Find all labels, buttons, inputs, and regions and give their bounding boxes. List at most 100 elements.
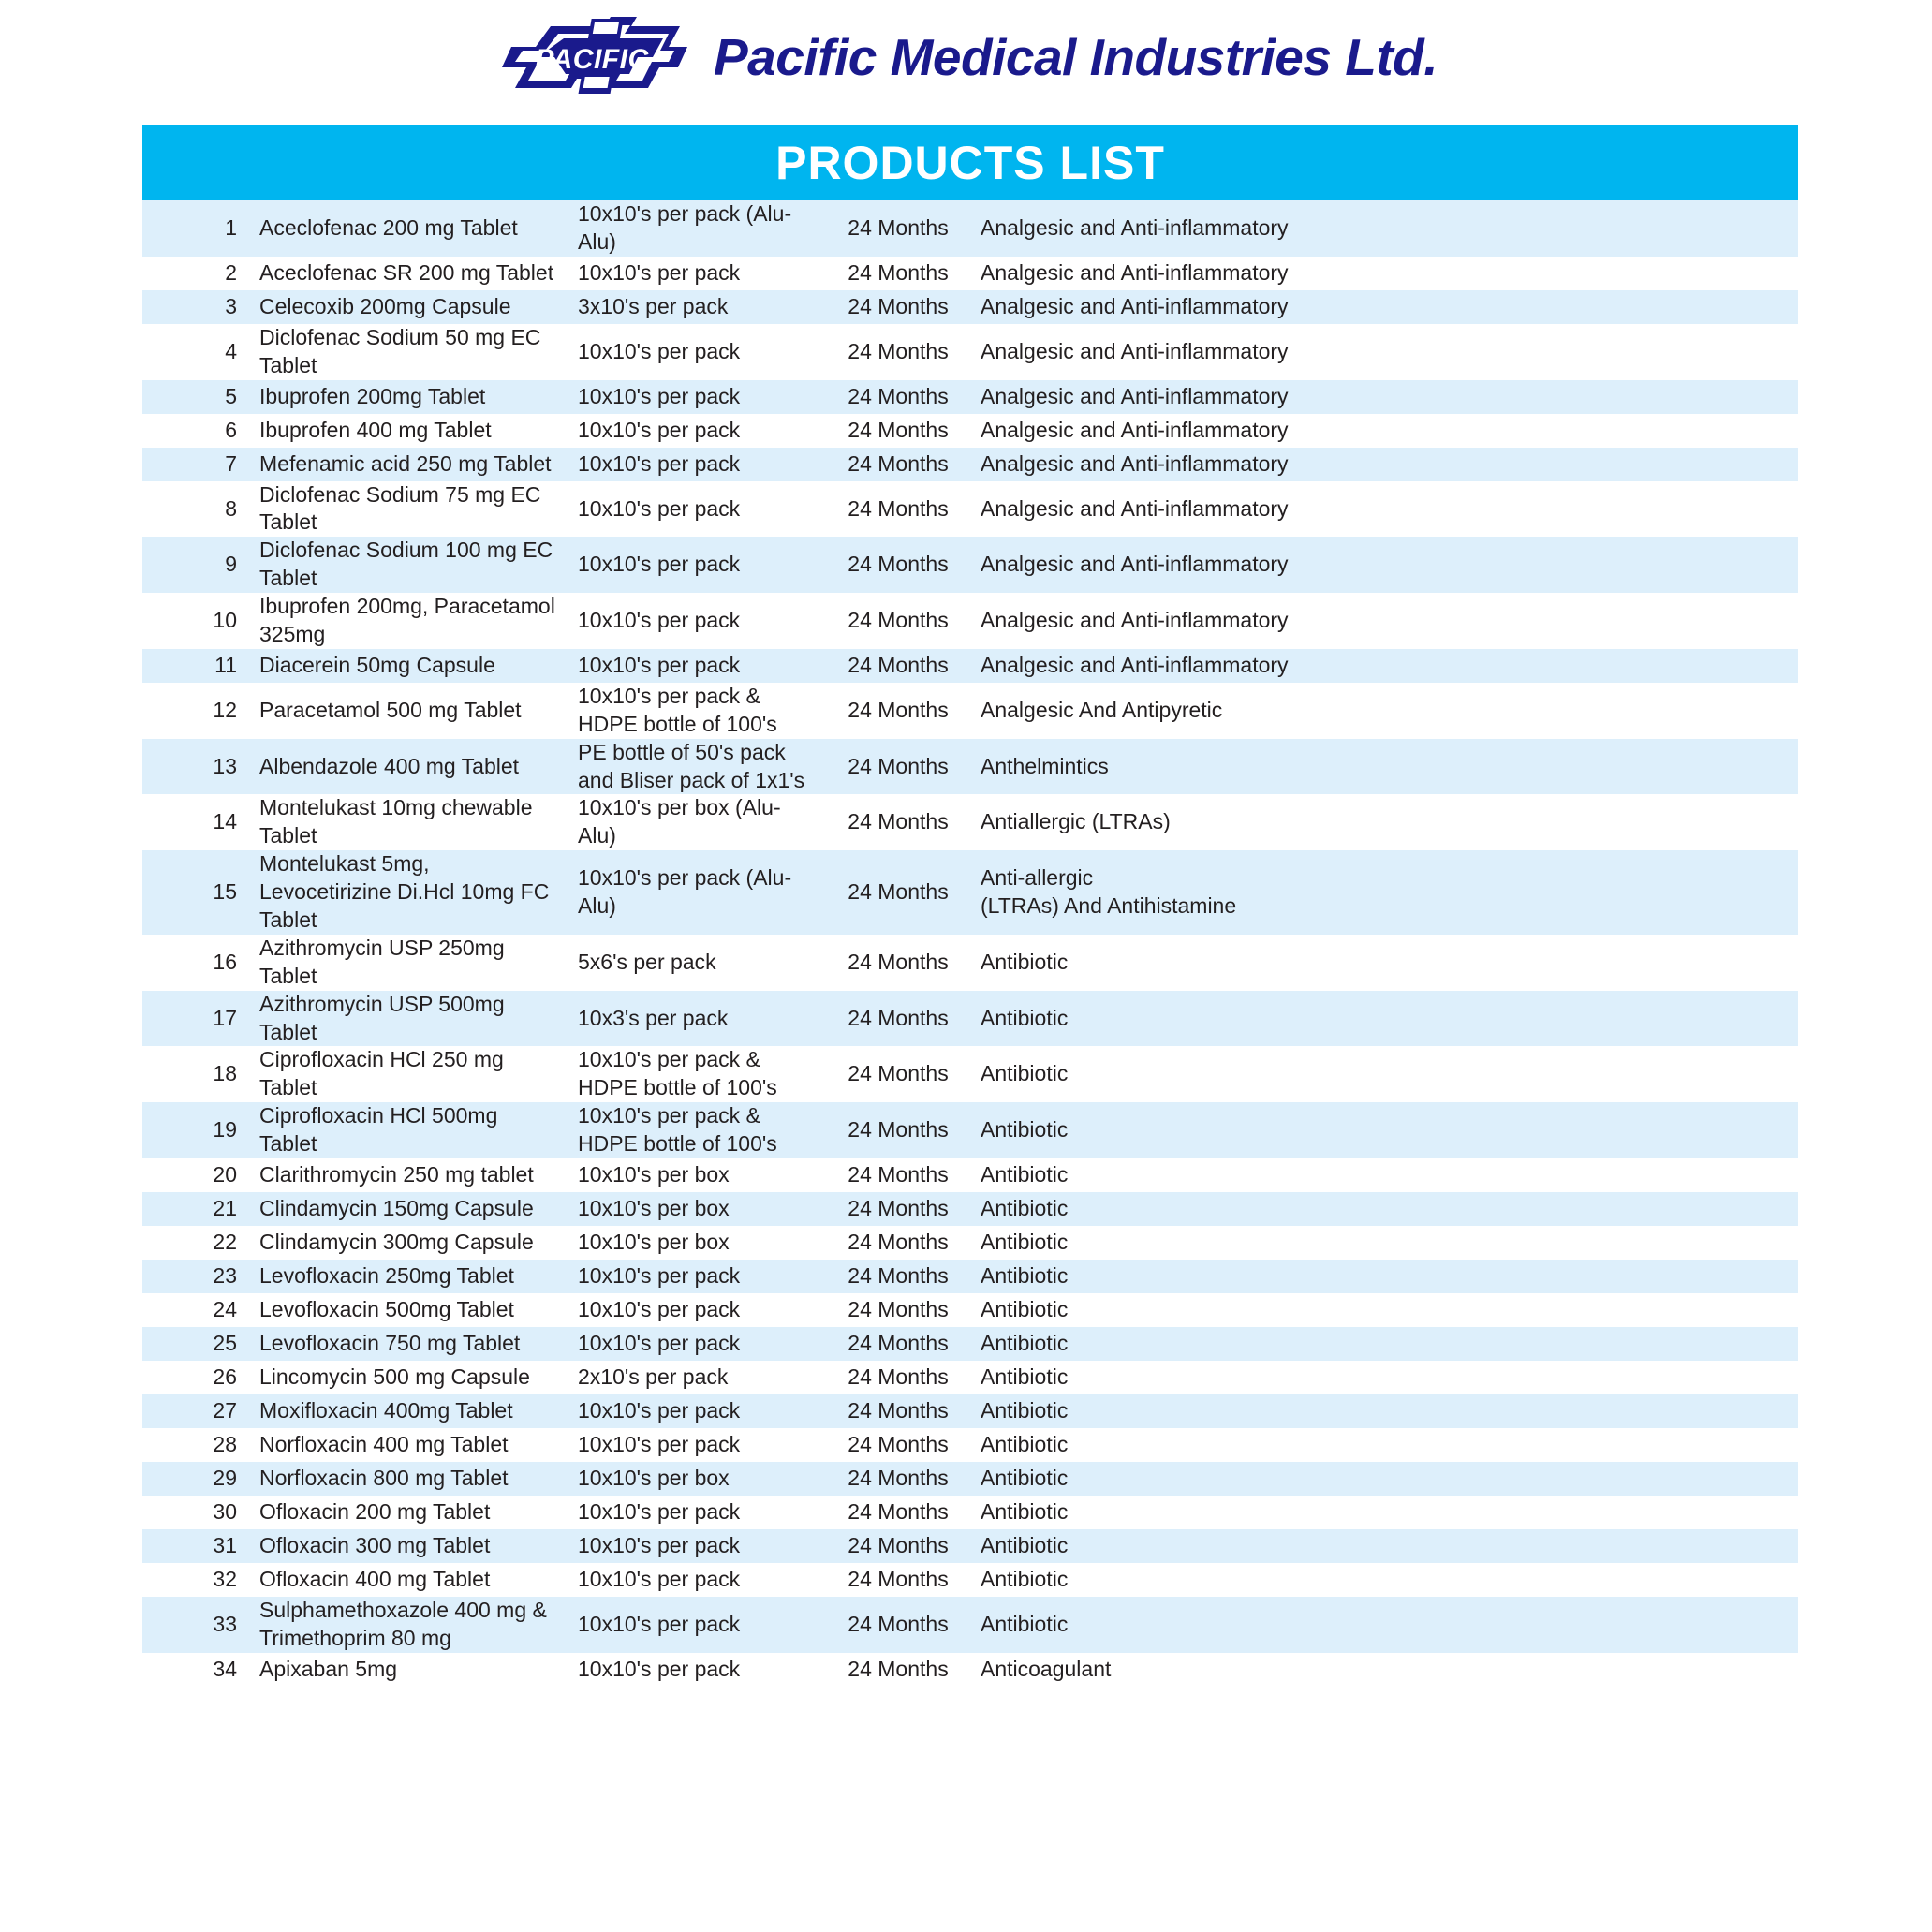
row-pack-size: 10x3's per pack xyxy=(567,990,827,1047)
row-number: 19 xyxy=(142,1102,248,1159)
row-number: 16 xyxy=(142,934,248,991)
row-category: Antibiotic xyxy=(969,1529,1798,1564)
row-product-name: Mefenamic acid 250 mg Tablet xyxy=(248,447,567,481)
row-shelf-life: 24 Months xyxy=(827,1652,969,1687)
row-category: Analgesic and Anti-inflammatory xyxy=(969,480,1798,538)
table-row: 34 Apixaban 5mg 10x10's per pack 24 Months A… xyxy=(142,1652,1798,1687)
row-shelf-life: 24 Months xyxy=(827,447,969,481)
row-number: 28 xyxy=(142,1428,248,1463)
row-product-name: Aceclofenac SR 200 mg Tablet xyxy=(248,256,567,290)
row-number: 1 xyxy=(142,200,248,257)
table-row: 17 Azithromycin USP 500mg Tablet 10x3's pe… xyxy=(142,990,1798,1047)
table-row: 8 Diclofenac Sodium 75 mg EC Tablet 10x10'… xyxy=(142,480,1798,538)
products-table: 1 Aceclofenac 200 mg Tablet 10x10's per pa… xyxy=(142,200,1798,1687)
table-row: 14 Montelukast 10mg chewable Tablet 10x10'… xyxy=(142,794,1798,851)
row-product-name: Ofloxacin 200 mg Tablet xyxy=(248,1496,567,1530)
row-product-name: Azithromycin USP 250mg Tablet xyxy=(248,934,567,991)
row-shelf-life: 24 Months xyxy=(827,200,969,257)
row-pack-size: 10x10's per box xyxy=(567,1158,827,1193)
table-row: 7 Mefenamic acid 250 mg Tablet 10x10's per… xyxy=(142,447,1798,481)
row-shelf-life: 24 Months xyxy=(827,1158,969,1193)
row-category: Analgesic and Anti-inflammatory xyxy=(969,323,1798,380)
table-row: 10 Ibuprofen 200mg, Paracetamol 325mg 10x1… xyxy=(142,593,1798,649)
table-row: 13 Albendazole 400 mg Tablet PE bottle of … xyxy=(142,738,1798,795)
row-product-name: Norfloxacin 800 mg Tablet xyxy=(248,1462,567,1497)
products-table-container: PRODUCTS LIST 1 Aceclofenac 200 mg Tablet… xyxy=(142,125,1798,1687)
row-number: 25 xyxy=(142,1327,248,1362)
row-category: Antibiotic xyxy=(969,1046,1798,1103)
row-number: 31 xyxy=(142,1529,248,1564)
row-shelf-life: 24 Months xyxy=(827,1260,969,1294)
row-product-name: Levofloxacin 250mg Tablet xyxy=(248,1260,567,1294)
row-shelf-life: 24 Months xyxy=(827,480,969,538)
row-pack-size: 10x10's per pack xyxy=(567,1394,827,1429)
row-number: 33 xyxy=(142,1597,248,1653)
row-shelf-life: 24 Months xyxy=(827,537,969,594)
row-category: Analgesic and Anti-inflammatory xyxy=(969,447,1798,481)
row-shelf-life: 24 Months xyxy=(827,1327,969,1362)
table-row: 20 Clarithromycin 250 mg tablet 10x10's pe… xyxy=(142,1158,1798,1193)
row-number: 8 xyxy=(142,480,248,538)
row-pack-size: 10x10's per pack xyxy=(567,648,827,683)
row-category: Antibiotic xyxy=(969,1462,1798,1497)
row-pack-size: 10x10's per box xyxy=(567,1462,827,1497)
row-shelf-life: 24 Months xyxy=(827,323,969,380)
row-pack-size: 10x10's per pack xyxy=(567,447,827,481)
products-list-title-bar: PRODUCTS LIST xyxy=(142,125,1798,200)
row-number: 26 xyxy=(142,1361,248,1395)
row-number: 34 xyxy=(142,1652,248,1687)
row-pack-size: 10x10's per pack & HDPE bottle of 100's xyxy=(567,1046,827,1103)
brand-header: PACIFIC Pacific Medical Industries Ltd. xyxy=(0,0,1932,94)
row-product-name: Ibuprofen 200mg Tablet xyxy=(248,379,567,414)
row-shelf-life: 24 Months xyxy=(827,1529,969,1564)
row-product-name: Ibuprofen 400 mg Tablet xyxy=(248,413,567,448)
row-product-name: Ibuprofen 200mg, Paracetamol 325mg xyxy=(248,593,567,649)
row-product-name: Diclofenac Sodium 100 mg EC Tablet xyxy=(248,537,567,594)
table-row: 27 Moxifloxacin 400mg Tablet 10x10's per p… xyxy=(142,1394,1798,1429)
row-category: Antibiotic xyxy=(969,1597,1798,1653)
row-shelf-life: 24 Months xyxy=(827,1361,969,1395)
table-row: 32 Ofloxacin 400 mg Tablet 10x10's per pac… xyxy=(142,1563,1798,1598)
row-number: 7 xyxy=(142,447,248,481)
row-shelf-life: 24 Months xyxy=(827,648,969,683)
row-shelf-life: 24 Months xyxy=(827,1102,969,1159)
row-number: 4 xyxy=(142,323,248,380)
table-row: 24 Levofloxacin 500mg Tablet 10x10's per p… xyxy=(142,1293,1798,1328)
row-number: 24 xyxy=(142,1293,248,1328)
table-row: 23 Levofloxacin 250mg Tablet 10x10's per p… xyxy=(142,1260,1798,1294)
row-category: Analgesic and Anti-inflammatory xyxy=(969,593,1798,649)
row-category: Antibiotic xyxy=(969,1226,1798,1261)
row-shelf-life: 24 Months xyxy=(827,1226,969,1261)
row-product-name: Lincomycin 500 mg Capsule xyxy=(248,1361,567,1395)
row-category: Antibiotic xyxy=(969,1102,1798,1159)
row-product-name: Montelukast 10mg chewable Tablet xyxy=(248,794,567,851)
row-product-name: Albendazole 400 mg Tablet xyxy=(248,738,567,795)
row-pack-size: 10x10's per pack xyxy=(567,1327,827,1362)
row-pack-size: 10x10's per pack xyxy=(567,537,827,594)
row-shelf-life: 24 Months xyxy=(827,593,969,649)
row-pack-size: 10x10's per pack xyxy=(567,1652,827,1687)
row-category: Antibiotic xyxy=(969,1293,1798,1328)
row-shelf-life: 24 Months xyxy=(827,289,969,324)
row-number: 6 xyxy=(142,413,248,448)
row-number: 17 xyxy=(142,990,248,1047)
row-product-name: Celecoxib 200mg Capsule xyxy=(248,289,567,324)
row-category: Antibiotic xyxy=(969,1496,1798,1530)
row-category: Analgesic And Antipyretic xyxy=(969,682,1798,739)
row-number: 22 xyxy=(142,1226,248,1261)
table-row: 5 Ibuprofen 200mg Tablet 10x10's per pack 2… xyxy=(142,379,1798,414)
row-category: Analgesic and Anti-inflammatory xyxy=(969,413,1798,448)
row-shelf-life: 24 Months xyxy=(827,1597,969,1653)
table-row: 9 Diclofenac Sodium 100 mg EC Tablet 10x10… xyxy=(142,537,1798,594)
row-product-name: Moxifloxacin 400mg Tablet xyxy=(248,1394,567,1429)
row-number: 23 xyxy=(142,1260,248,1294)
table-row: 11 Diacerein 50mg Capsule 10x10's per pack… xyxy=(142,648,1798,683)
row-pack-size: 10x10's per pack xyxy=(567,256,827,290)
row-product-name: Sulphamethoxazole 400 mg & Trimethoprim … xyxy=(248,1597,567,1653)
row-number: 29 xyxy=(142,1462,248,1497)
row-number: 5 xyxy=(142,379,248,414)
row-shelf-life: 24 Months xyxy=(827,934,969,991)
row-pack-size: 10x10's per pack xyxy=(567,1563,827,1598)
row-category: Antibiotic xyxy=(969,1327,1798,1362)
row-category: Antibiotic xyxy=(969,1260,1798,1294)
